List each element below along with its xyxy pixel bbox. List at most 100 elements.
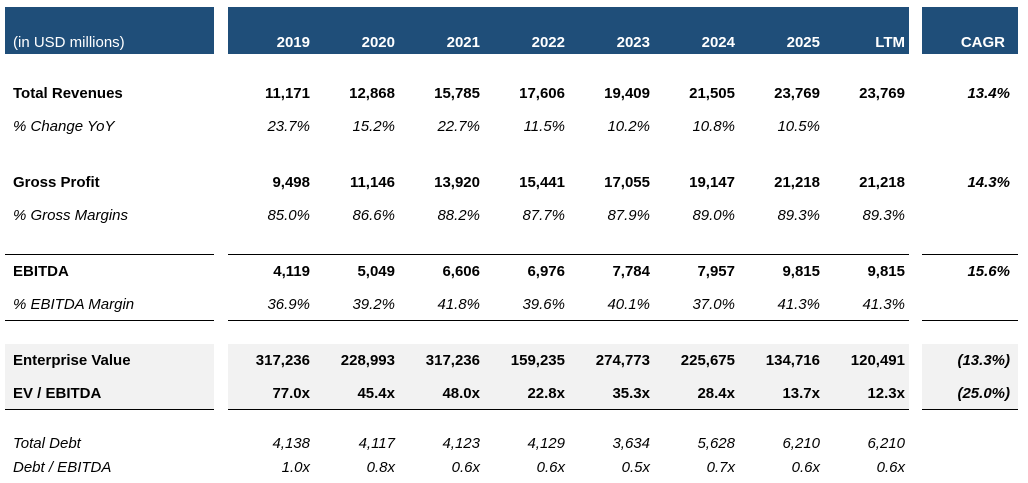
divider-line: [922, 409, 1018, 410]
value-cell: 89.3%: [777, 207, 820, 224]
year-header: LTM: [875, 34, 905, 51]
header-cagr-bar: [922, 7, 1018, 54]
value-cell: 0.6x: [876, 459, 905, 476]
value-cell: 13,920: [434, 174, 480, 191]
value-cell: 6,210: [782, 435, 820, 452]
value-cell: 17,055: [604, 174, 650, 191]
value-cell: 3,634: [612, 435, 650, 452]
valuation-band: [228, 344, 909, 409]
value-cell: 120,491: [850, 352, 905, 369]
value-cell: 0.7x: [706, 459, 735, 476]
value-cell: 15,441: [519, 174, 565, 191]
value-cell: 10.8%: [692, 118, 735, 135]
value-cell: 12,868: [349, 85, 395, 102]
year-header: 2024: [701, 34, 735, 51]
value-cell: 4,138: [272, 435, 310, 452]
value-cell: 9,815: [782, 263, 820, 280]
value-cell: 48.0x: [442, 385, 480, 402]
value-cell: 4,117: [358, 435, 395, 452]
divider-line: [5, 409, 214, 410]
value-cell: 0.6x: [451, 459, 480, 476]
valuation-band: [5, 344, 214, 409]
value-cell: 1.0x: [281, 459, 310, 476]
value-cell: 41.3%: [862, 296, 905, 313]
row-label: EBITDA: [13, 263, 69, 280]
value-cell: 9,815: [867, 263, 905, 280]
value-cell: 274,773: [595, 352, 650, 369]
row-label: Enterprise Value: [13, 352, 131, 369]
value-cell: 10.2%: [607, 118, 650, 135]
value-cell: 37.0%: [692, 296, 735, 313]
value-cell: 21,505: [689, 85, 735, 102]
value-cell: 11.5%: [523, 118, 565, 135]
value-cell: 0.6x: [791, 459, 820, 476]
value-cell: 23.7%: [267, 118, 310, 135]
divider-line: [228, 320, 909, 321]
divider-line: [228, 254, 909, 255]
value-cell: 87.9%: [607, 207, 650, 224]
row-debt-ebitda: Debt / EBITDA 1.0x 0.8x 0.6x 0.6x 0.5x 0.7x 0.6…: [0, 459, 1028, 483]
year-header: 2023: [616, 34, 650, 51]
divider-line: [922, 320, 1018, 321]
header-label-bar: [5, 7, 214, 54]
row-total-revenues: Total Revenues 11,171 12,868 15,785 17,606 19…: [0, 85, 1028, 109]
divider-line: [922, 254, 1018, 255]
value-cell: 23,769: [774, 85, 820, 102]
value-cell: 7,957: [697, 263, 735, 280]
value-cell: 13.7x: [782, 385, 820, 402]
value-cell: 11,146: [349, 174, 395, 191]
value-cell: 134,716: [765, 352, 820, 369]
value-cell: 17,606: [519, 85, 565, 102]
unit-label: (in USD millions): [13, 34, 125, 51]
value-cell: 5,628: [697, 435, 735, 452]
value-cell: 4,123: [442, 435, 480, 452]
value-cell: 40.1%: [607, 296, 650, 313]
row-ebitda-margin: % EBITDA Margin 36.9% 39.2% 41.8% 39.6% 40.1%…: [0, 296, 1028, 320]
value-cell: 5,049: [357, 263, 395, 280]
value-cell: 77.0x: [272, 385, 310, 402]
value-cell: 39.6%: [522, 296, 565, 313]
cagr-cell: (13.3%): [957, 352, 1010, 369]
value-cell: 23,769: [859, 85, 905, 102]
value-cell: 22.8x: [527, 385, 565, 402]
row-gross-profit: Gross Profit 9,498 11,146 13,920 15,441 17,05…: [0, 174, 1028, 198]
value-cell: 19,147: [689, 174, 735, 191]
divider-line: [5, 320, 214, 321]
value-cell: 159,235: [510, 352, 565, 369]
year-header: 2020: [361, 34, 395, 51]
value-cell: 6,210: [867, 435, 905, 452]
value-cell: 35.3x: [612, 385, 650, 402]
row-enterprise-value: Enterprise Value 317,236 228,993 317,236 159…: [0, 352, 1028, 376]
divider-line: [228, 409, 909, 410]
header-years-bar: [228, 7, 909, 54]
value-cell: 39.2%: [352, 296, 395, 313]
row-label: % Change YoY: [13, 118, 115, 135]
cagr-cell: (25.0%): [957, 385, 1010, 402]
value-cell: 12.3x: [867, 385, 905, 402]
cagr-header: CAGR: [960, 34, 1005, 51]
value-cell: 11,171: [264, 85, 310, 102]
value-cell: 15,785: [434, 85, 480, 102]
value-cell: 86.6%: [352, 207, 395, 224]
value-cell: 4,129: [527, 435, 565, 452]
value-cell: 6,976: [527, 263, 565, 280]
value-cell: 10.5%: [777, 118, 820, 135]
year-header: 2022: [531, 34, 565, 51]
row-label: Debt / EBITDA: [13, 459, 112, 476]
value-cell: 45.4x: [357, 385, 395, 402]
value-cell: 89.0%: [692, 207, 735, 224]
value-cell: 85.0%: [267, 207, 310, 224]
value-cell: 88.2%: [437, 207, 480, 224]
cagr-cell: 13.4%: [967, 85, 1010, 102]
value-cell: 41.8%: [437, 296, 480, 313]
value-cell: 4,119: [273, 263, 310, 280]
cagr-cell: 15.6%: [967, 263, 1010, 280]
row-ev-ebitda: EV / EBITDA 77.0x 45.4x 48.0x 22.8x 35.3x 28.4…: [0, 385, 1028, 409]
row-ebitda: EBITDA 4,119 5,049 6,606 6,976 7,784 7,957 9,81…: [0, 263, 1028, 287]
year-header: 2025: [786, 34, 820, 51]
value-cell: 21,218: [859, 174, 905, 191]
value-cell: 225,675: [680, 352, 735, 369]
value-cell: 317,236: [425, 352, 480, 369]
value-cell: 6,606: [442, 263, 480, 280]
year-header: 2019: [276, 34, 310, 51]
